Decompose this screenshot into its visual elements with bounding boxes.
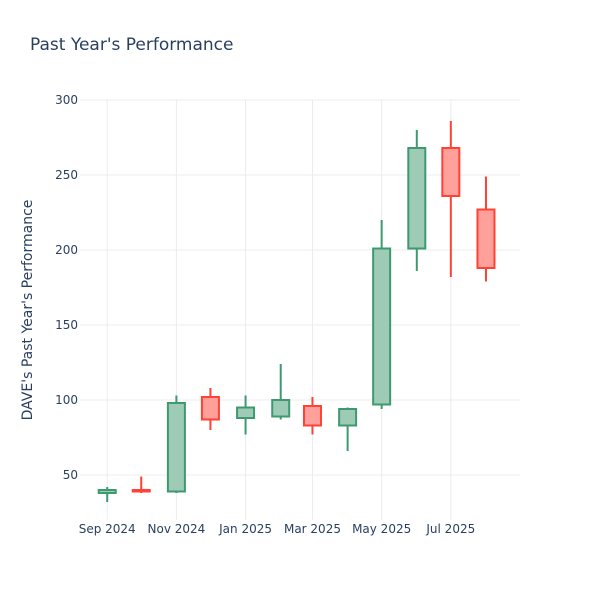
candle-body xyxy=(131,489,151,493)
candle-body xyxy=(476,208,496,269)
candles xyxy=(97,121,496,502)
candle-decreasing xyxy=(131,476,151,493)
candle-body xyxy=(271,399,291,418)
candle-body xyxy=(407,147,427,250)
candle-body xyxy=(200,396,220,421)
x-tick-label: Jan 2025 xyxy=(218,522,272,536)
candle-body xyxy=(166,402,186,493)
y-tick-label: 150 xyxy=(55,318,78,332)
candle-decreasing xyxy=(200,388,220,430)
x-tick-label: Jul 2025 xyxy=(425,522,475,536)
x-tick-label: Mar 2025 xyxy=(284,522,341,536)
y-axis-ticks: 50 100 150 200 250 300 xyxy=(55,93,78,482)
x-tick-label: Sep 2024 xyxy=(79,522,136,536)
candle-increasing xyxy=(338,407,358,451)
candle-decreasing xyxy=(476,176,496,282)
candle-body xyxy=(441,147,461,197)
candle-body xyxy=(236,406,256,419)
candle-body xyxy=(302,405,322,427)
candle-decreasing xyxy=(302,397,322,435)
x-axis-ticks: Sep 2024 Nov 2024 Jan 2025 Mar 2025 May 2025… xyxy=(79,522,476,536)
y-tick-label: 200 xyxy=(55,243,78,257)
candle-decreasing xyxy=(441,121,461,277)
y-tick-label: 100 xyxy=(55,393,78,407)
candle-body xyxy=(338,408,358,427)
candle-increasing xyxy=(97,487,117,502)
candle-body xyxy=(372,247,392,406)
candle-increasing xyxy=(407,130,427,271)
candle-increasing xyxy=(236,395,256,435)
y-axis-label: DAVE's Past Year's Performance xyxy=(20,200,36,421)
candle-increasing xyxy=(372,220,392,409)
x-tick-label: Nov 2024 xyxy=(148,522,206,536)
candle-body xyxy=(97,489,117,494)
y-tick-label: 300 xyxy=(55,93,78,107)
chart-title: Past Year's Performance xyxy=(30,35,234,55)
y-tick-label: 250 xyxy=(55,168,78,182)
candle-increasing xyxy=(271,364,291,420)
candle-increasing xyxy=(166,395,186,493)
y-tick-label: 50 xyxy=(63,468,78,482)
x-tick-label: May 2025 xyxy=(352,522,411,536)
